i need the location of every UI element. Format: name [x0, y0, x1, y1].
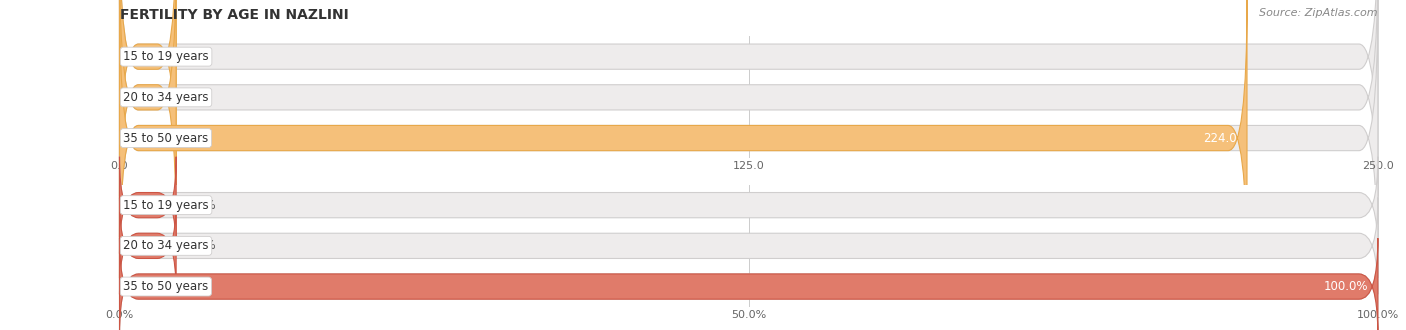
FancyBboxPatch shape	[120, 0, 1247, 278]
Text: 224.0: 224.0	[1204, 132, 1237, 145]
FancyBboxPatch shape	[120, 157, 1378, 253]
FancyBboxPatch shape	[120, 0, 176, 197]
Text: Source: ZipAtlas.com: Source: ZipAtlas.com	[1260, 8, 1378, 18]
Text: 35 to 50 years: 35 to 50 years	[124, 132, 208, 145]
FancyBboxPatch shape	[120, 0, 1378, 197]
FancyBboxPatch shape	[120, 0, 1378, 278]
Text: 0.0%: 0.0%	[186, 199, 217, 212]
FancyBboxPatch shape	[120, 238, 1378, 330]
FancyBboxPatch shape	[120, 157, 176, 253]
FancyBboxPatch shape	[120, 0, 176, 237]
Text: FERTILITY BY AGE IN NAZLINI: FERTILITY BY AGE IN NAZLINI	[120, 8, 349, 22]
Text: 0.0: 0.0	[186, 91, 205, 104]
Text: 100.0%: 100.0%	[1323, 280, 1368, 293]
FancyBboxPatch shape	[120, 197, 176, 294]
Text: 0.0: 0.0	[186, 50, 205, 63]
Text: 0.0%: 0.0%	[186, 239, 217, 252]
Text: 35 to 50 years: 35 to 50 years	[124, 280, 208, 293]
FancyBboxPatch shape	[120, 0, 1378, 237]
FancyBboxPatch shape	[120, 238, 1378, 330]
Text: 20 to 34 years: 20 to 34 years	[124, 91, 208, 104]
FancyBboxPatch shape	[120, 197, 1378, 294]
Text: 15 to 19 years: 15 to 19 years	[124, 50, 209, 63]
Text: 20 to 34 years: 20 to 34 years	[124, 239, 208, 252]
Text: 15 to 19 years: 15 to 19 years	[124, 199, 209, 212]
